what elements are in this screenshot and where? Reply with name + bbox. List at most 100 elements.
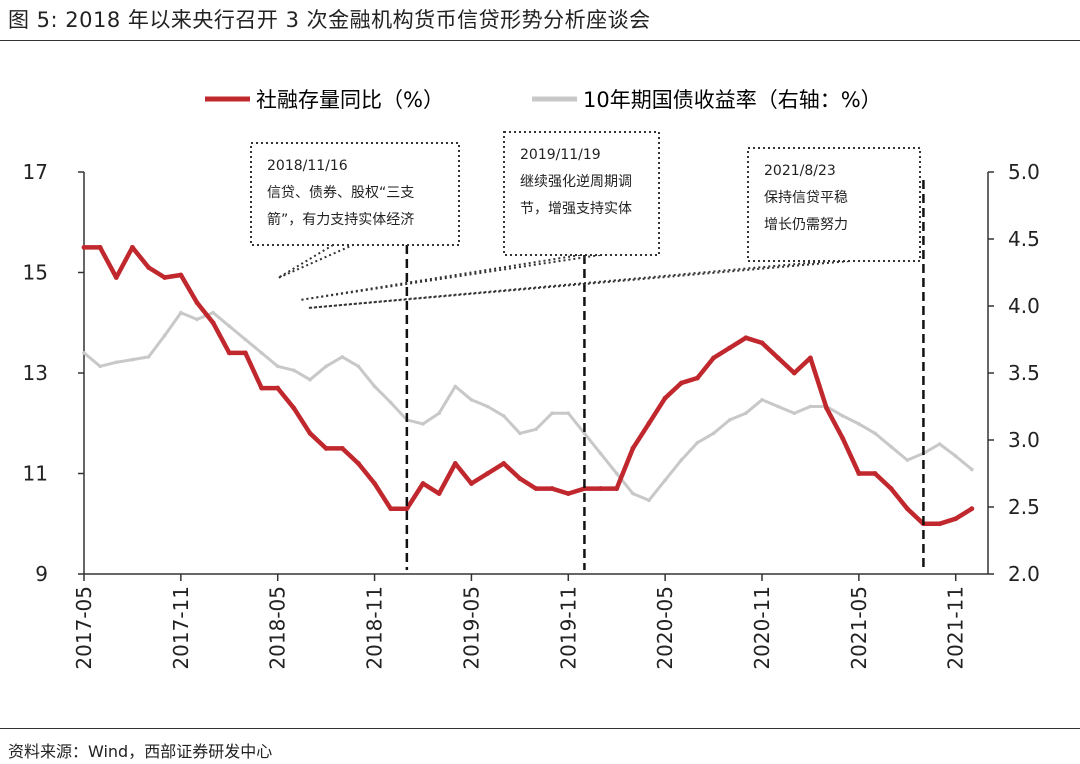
data-point-social-financing <box>840 435 846 441</box>
data-point-social-financing <box>436 491 442 496</box>
y-right-tick-label: 4.0 <box>1008 294 1040 318</box>
y-right-tick-label: 4.5 <box>1008 227 1040 251</box>
callout-tail <box>277 244 354 279</box>
data-point-social-financing <box>388 506 394 512</box>
data-point-social-financing <box>356 461 361 466</box>
data-point-social-financing <box>646 420 652 426</box>
callout-tail <box>299 254 601 301</box>
data-point-bond-yield <box>663 478 667 483</box>
data-point-bond-yield <box>614 471 619 476</box>
callout-box <box>250 142 460 246</box>
callout-text: 2019/11/19 <box>520 147 601 163</box>
x-tick-label: 2020-11 <box>750 586 774 670</box>
data-point-social-financing <box>97 244 103 250</box>
data-point-bond-yield <box>792 411 797 416</box>
data-point-bond-yield <box>744 411 748 416</box>
callout-text: 节，增强支持实体 <box>520 201 632 217</box>
data-point-social-financing <box>226 350 232 356</box>
data-point-bond-yield <box>340 355 345 359</box>
data-point-social-financing <box>339 445 345 451</box>
y-left-tick-label: 15 <box>23 261 48 285</box>
data-point-social-financing <box>452 461 458 466</box>
legend: 社融存量同比（%） 10年期国债收益率（右轴：%） <box>205 88 882 112</box>
data-point-bond-yield <box>518 431 522 436</box>
data-point-social-financing <box>953 516 959 522</box>
y-right-tick-label: 3.5 <box>1008 361 1040 385</box>
data-point-bond-yield <box>695 440 700 445</box>
x-tick-label: 2019-11 <box>556 586 580 670</box>
x-tick-label: 2018-05 <box>266 586 290 670</box>
data-point-social-financing <box>630 445 636 451</box>
data-point-bond-yield <box>227 324 232 328</box>
data-point-bond-yield <box>275 364 280 369</box>
x-tick-label: 2017-11 <box>169 586 193 670</box>
annotations-layer: 2018/11/16信贷、债券、股权“三支箭”，有力支持实体经济2019/11/… <box>250 131 925 570</box>
callout-tail <box>307 260 851 309</box>
data-point-bond-yield <box>760 398 764 402</box>
callout-text: 增长仍需努力 <box>764 217 848 233</box>
data-point-bond-yield <box>82 351 86 355</box>
axes: 17 15 13 11 9 5.0 4.5 4.0 3.5 3.0 2.5 2.0 2017-05 201… <box>23 160 1040 670</box>
callout-box <box>747 147 921 262</box>
data-point-bond-yield <box>534 427 538 432</box>
data-point-social-financing <box>824 405 829 411</box>
data-point-bond-yield <box>889 444 893 449</box>
data-point-social-financing <box>243 350 248 356</box>
data-point-social-financing <box>791 370 797 376</box>
figure-title: 图 5: 2018 年以来央行召开 3 次金融机构货币信贷形势分析座谈会 <box>8 8 651 32</box>
callout-text: 2021/8/23 <box>764 163 836 179</box>
data-point-bond-yield <box>647 498 651 503</box>
data-point-social-financing <box>485 471 490 476</box>
data-point-social-financing <box>130 244 135 250</box>
legend-label-series-1: 社融存量同比（%） <box>256 88 444 112</box>
data-point-social-financing <box>420 481 426 486</box>
data-point-bond-yield <box>937 442 942 446</box>
y-left-tick-label: 13 <box>23 361 48 385</box>
data-point-social-financing <box>727 345 733 351</box>
data-point-social-financing <box>533 486 539 491</box>
y-left-tick-label: 9 <box>35 562 48 586</box>
data-point-social-financing <box>872 471 878 476</box>
data-point-bond-yield <box>356 364 361 369</box>
data-point-social-financing <box>614 486 620 491</box>
data-point-bond-yield <box>98 364 102 369</box>
data-point-bond-yield <box>711 431 716 436</box>
data-point-social-financing <box>743 335 749 341</box>
data-point-bond-yield <box>162 333 167 338</box>
data-point-social-financing <box>194 300 200 306</box>
x-tick-label: 2021-05 <box>847 586 871 670</box>
data-point-bond-yield <box>308 377 312 382</box>
data-point-social-financing <box>937 521 942 527</box>
callout-text: 继续强化逆周期调 <box>520 173 632 190</box>
data-point-bond-yield <box>905 458 910 462</box>
data-point-bond-yield <box>631 491 635 496</box>
data-point-bond-yield <box>501 414 506 418</box>
data-point-bond-yield <box>776 404 780 409</box>
data-point-bond-yield <box>243 337 248 342</box>
y-left-tick-label: 11 <box>23 462 48 486</box>
data-point-social-financing <box>969 506 975 512</box>
data-point-social-financing <box>81 244 87 250</box>
data-point-social-financing <box>469 481 474 486</box>
data-point-social-financing <box>711 355 716 361</box>
data-point-social-financing <box>904 506 910 512</box>
data-point-social-financing <box>501 461 507 466</box>
data-point-social-financing <box>210 320 216 326</box>
data-point-bond-yield <box>679 458 684 462</box>
callout-text: 信贷、债券、股权“三支 <box>267 185 414 201</box>
source-rule <box>0 728 1080 729</box>
data-point-social-financing <box>888 486 894 491</box>
data-point-social-financing <box>856 471 862 476</box>
data-point-social-financing <box>291 405 297 411</box>
callout-text: 箭”，有力支持实体经济 <box>267 211 414 228</box>
data-point-bond-yield <box>550 411 554 416</box>
data-point-bond-yield <box>808 404 813 409</box>
data-point-social-financing <box>662 395 668 401</box>
data-point-bond-yield <box>130 357 135 362</box>
data-point-bond-yield <box>324 364 328 369</box>
data-point-bond-yield <box>873 431 877 436</box>
data-point-social-financing <box>549 486 555 491</box>
data-point-social-financing <box>598 486 603 491</box>
data-point-social-financing <box>517 476 523 481</box>
